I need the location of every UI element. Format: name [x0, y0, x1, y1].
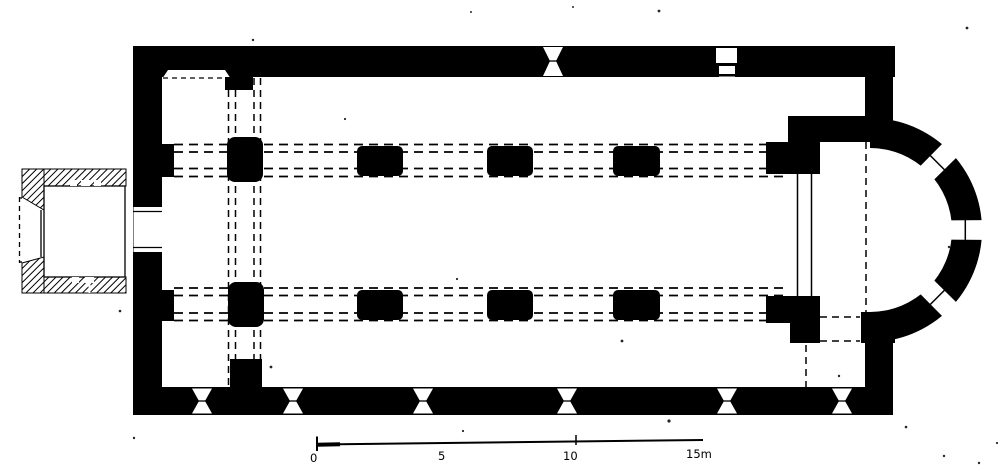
south-wall-pilaster — [230, 359, 262, 387]
west-tower — [18, 168, 127, 294]
south-window — [556, 387, 578, 415]
apse-window-ne — [918, 142, 958, 182]
west-doorway — [133, 207, 162, 252]
apse-window-se — [918, 278, 958, 318]
scale-bar-thick-start — [316, 442, 341, 447]
chancel-pier-north-stem — [788, 116, 820, 144]
wall-openings — [133, 46, 853, 415]
scale-bar-line — [316, 439, 704, 446]
north-aisle-east-wall — [865, 46, 893, 122]
west-respond-north — [160, 144, 174, 177]
chancel-pier-south-stem — [790, 320, 820, 343]
south-window — [716, 387, 738, 415]
chancel-pier-north — [766, 142, 820, 174]
scale-label-5: 5 — [438, 449, 445, 463]
arcade-pier — [487, 290, 533, 320]
west-respond-south — [160, 290, 174, 321]
tower-west-wall-upper — [21, 168, 45, 211]
scale-label-15m: 15m — [686, 447, 712, 461]
north-window — [542, 46, 564, 77]
chancel — [766, 116, 820, 343]
scale-bar: 0 5 10 15m — [310, 435, 712, 465]
arcade-pier — [487, 146, 533, 176]
arcade-pier — [227, 137, 263, 182]
arcade-pier — [357, 146, 403, 176]
nave-piers — [160, 77, 660, 387]
south-window — [412, 387, 434, 415]
arcade-pier — [613, 290, 660, 320]
arcade-pier — [228, 282, 264, 327]
apse-wall — [870, 118, 982, 342]
north-portal — [716, 48, 737, 79]
tower-interior-outline — [43, 185, 126, 278]
apse — [870, 118, 984, 342]
tower-wall-notches — [70, 180, 101, 293]
north-wall-pilaster — [225, 77, 253, 90]
south-wall — [133, 387, 893, 415]
arcade-pier — [357, 290, 403, 320]
masonry-walls — [133, 46, 895, 415]
vault-dashed-lines — [174, 78, 867, 387]
north-wall-recess — [163, 70, 230, 78]
arcade-pier — [613, 146, 660, 176]
chancel-pier-south — [766, 296, 820, 323]
south-window — [282, 387, 304, 415]
paper-specks — [118, 6, 999, 465]
scale-label-0: 0 — [310, 451, 317, 465]
north-wall — [133, 46, 895, 77]
south-window — [191, 387, 213, 415]
scale-label-10: 10 — [563, 449, 578, 463]
tower-west-wall-lower — [21, 256, 45, 294]
apse-window-east — [948, 218, 984, 242]
south-window — [831, 387, 853, 415]
